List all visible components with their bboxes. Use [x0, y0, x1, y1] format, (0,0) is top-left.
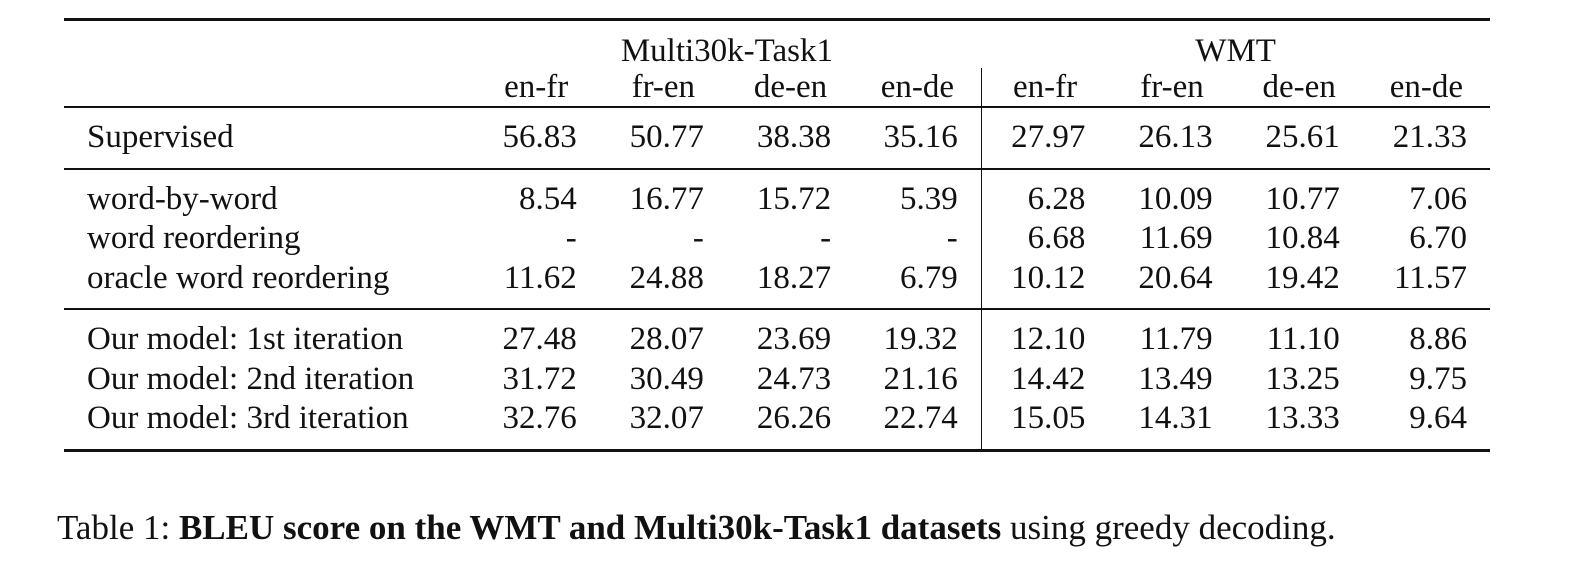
table-cell: - — [854, 219, 982, 259]
table-cell: 10.12 — [1011, 259, 1086, 296]
table-cell: 26.13 — [1138, 119, 1213, 156]
table-cell: 27.97 — [1011, 119, 1086, 156]
table-cell: 27.48 — [502, 321, 577, 358]
column-header: fr-en — [1140, 68, 1204, 105]
table-cell: 25.61 — [1265, 119, 1340, 156]
table-cell: 16.77 — [629, 180, 704, 217]
row-label: oracle word reordering — [87, 259, 390, 296]
table-caption: Table 1: BLEU score on the WMT and Multi… — [57, 508, 1537, 548]
column-header: fr-en — [631, 68, 696, 105]
table-cell: 14.31 — [1138, 400, 1213, 437]
caption-suffix: using greedy decoding. — [1001, 508, 1336, 547]
table-cell: 7.06 — [1409, 180, 1467, 217]
table-row: Supervised 56.83 50.77 38.38 35.16 27.97 26.13… — [64, 108, 1490, 169]
table-row: Our model: 3rd iteration 32.76 32.07 26.26 2… — [64, 399, 1490, 450]
column-header: en-fr — [504, 68, 569, 105]
table-cell: 11.62 — [503, 259, 577, 296]
table-cell: 9.75 — [1409, 360, 1467, 397]
table-cell: 19.32 — [854, 310, 982, 360]
group-header-row: Multi30k-Task1 WMT — [64, 21, 1490, 68]
column-header: de-en — [753, 68, 828, 105]
table-cell: 14.42 — [1011, 360, 1086, 397]
table-cell: 21.16 — [854, 359, 982, 399]
table-cell: 8.86 — [1409, 321, 1467, 358]
table-cell: 50.77 — [629, 119, 704, 156]
row-label: Our model: 1st iteration — [87, 321, 404, 358]
table-cell: 32.07 — [629, 400, 704, 437]
table-cell: 24.73 — [756, 360, 832, 397]
table-cell: 30.49 — [629, 360, 704, 397]
table-cell: 10.09 — [1138, 180, 1213, 217]
table-cell: 6.70 — [1409, 220, 1467, 257]
table-cell: 22.74 — [854, 399, 982, 450]
column-header: en-de — [1389, 68, 1464, 105]
table-cell: - — [565, 220, 577, 257]
table-row: oracle word reordering 11.62 24.88 18.27 6.7… — [64, 258, 1490, 309]
bottom-rule — [64, 448, 1490, 453]
table-cell: 24.88 — [629, 259, 704, 296]
table-cell: 11.10 — [1266, 321, 1340, 358]
table-cell: - — [820, 220, 832, 257]
bleu-results-table: Multi30k-Task1 WMT en-fr fr-en de-en en-… — [64, 18, 1490, 453]
table-cell: 10.84 — [1265, 220, 1340, 257]
table-row: word reordering - - - -6.68 11.69 10.84 6.70 — [64, 219, 1490, 259]
column-header: en-de — [854, 68, 982, 107]
top-rule — [64, 18, 1490, 22]
table-cell: 6.28 — [1027, 180, 1086, 217]
column-header: de-en — [1262, 68, 1336, 105]
table-cell: 15.72 — [756, 180, 832, 217]
table-cell: 8.54 — [518, 180, 577, 217]
row-label: Our model: 3rd iteration — [87, 400, 409, 437]
results-table-container: Multi30k-Task1 WMT en-fr fr-en de-en en-… — [64, 18, 1490, 453]
row-label: word-by-word — [87, 180, 278, 217]
table-cell: 28.07 — [629, 321, 704, 358]
table-cell: 11.79 — [1139, 321, 1213, 358]
table-cell: 15.05 — [1011, 400, 1086, 437]
caption-bold: BLEU score on the WMT and Multi30k-Task1… — [178, 508, 1002, 547]
group-header-multi30k: Multi30k-Task1 — [620, 33, 833, 69]
row-label: word reordering — [87, 220, 301, 257]
table-cell: 21.33 — [1392, 119, 1467, 156]
row-label: Supervised — [87, 119, 234, 156]
table-cell: 9.64 — [1409, 400, 1467, 437]
table-cell: 38.38 — [756, 119, 832, 156]
table-cell: 23.69 — [756, 321, 832, 358]
table-row: word-by-word 8.54 16.77 15.72 5.39 6.28 10.09 1… — [64, 169, 1490, 219]
column-header-row: en-fr fr-en de-en en-de en-fr fr-en de-e… — [64, 68, 1490, 107]
table-cell: 11.57 — [1393, 259, 1467, 296]
table-cell: 6.79 — [854, 258, 982, 309]
caption-prefix: Table 1: — [57, 508, 179, 547]
group-header-wmt: WMT — [1195, 33, 1276, 69]
row-label: Our model: 2nd iteration — [87, 360, 415, 397]
table-cell: 5.39 — [854, 169, 982, 219]
table-cell: 11.69 — [1139, 220, 1213, 257]
table-cell: 18.27 — [756, 259, 832, 296]
table-cell: 56.83 — [502, 119, 577, 156]
table-cell: 32.76 — [502, 400, 577, 437]
table-cell: 19.42 — [1265, 259, 1340, 296]
table-cell: 13.25 — [1265, 360, 1340, 397]
table-row: Our model: 2nd iteration 31.72 30.49 24.73 2… — [64, 359, 1490, 399]
table-cell: 6.68 — [1027, 220, 1086, 257]
table-cell: 13.33 — [1265, 400, 1340, 437]
table-cell: 12.10 — [1011, 321, 1086, 358]
table-row: Our model: 1st iteration 27.48 28.07 23.69 1… — [64, 310, 1490, 360]
table-cell: - — [692, 220, 704, 257]
table-cell: 35.16 — [854, 108, 982, 169]
table-cell: 26.26 — [756, 400, 832, 437]
table-cell: 10.77 — [1265, 180, 1340, 217]
table-cell: 13.49 — [1138, 360, 1213, 397]
table-cell: 20.64 — [1138, 259, 1213, 296]
table-cell: 31.72 — [502, 360, 577, 397]
column-header: en-fr — [1013, 68, 1078, 105]
